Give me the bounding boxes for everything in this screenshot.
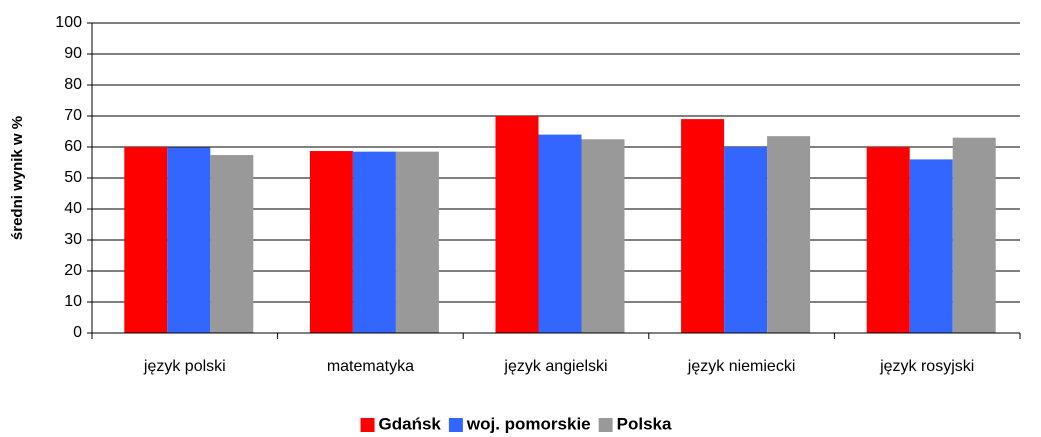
y-tick-label: 80 — [64, 76, 82, 93]
y-tick-label: 90 — [64, 45, 82, 62]
bar — [210, 155, 254, 333]
y-tick-label: 40 — [64, 200, 82, 217]
x-tick-label: język polski — [143, 358, 226, 375]
bar — [352, 151, 396, 333]
y-tick-label: 20 — [64, 262, 82, 279]
legend-label: woj. pomorskie — [466, 414, 591, 433]
bar — [866, 147, 910, 333]
y-tick-label: 100 — [55, 14, 82, 31]
y-tick-label: 10 — [64, 293, 82, 310]
x-tick-label: język niemiecki — [687, 358, 796, 375]
bar — [309, 151, 353, 333]
y-axis-label: średni wynik w % — [9, 116, 26, 240]
bar — [767, 136, 811, 333]
y-tick-label: 70 — [64, 107, 82, 124]
legend-swatch — [360, 418, 375, 432]
x-tick-label: język rosyjski — [879, 358, 974, 375]
bar — [724, 147, 768, 333]
bar — [124, 147, 168, 333]
y-tick-label: 50 — [64, 169, 82, 186]
bar — [395, 151, 439, 333]
legend-label: Polska — [617, 414, 672, 433]
legend-label: Gdańsk — [379, 414, 442, 433]
bar — [909, 159, 953, 333]
y-tick-label: 60 — [64, 138, 82, 155]
y-tick-label: 30 — [64, 231, 82, 248]
x-tick-label: język angielski — [503, 358, 607, 375]
y-tick-label: 0 — [73, 324, 82, 341]
bar — [167, 147, 211, 333]
bar — [495, 116, 539, 333]
legend-swatch — [598, 418, 613, 432]
bar — [952, 137, 996, 333]
bar — [681, 119, 725, 333]
bar — [581, 139, 625, 333]
legend-swatch — [448, 418, 463, 432]
x-tick-label: matematyka — [327, 358, 414, 375]
bar — [538, 134, 582, 333]
